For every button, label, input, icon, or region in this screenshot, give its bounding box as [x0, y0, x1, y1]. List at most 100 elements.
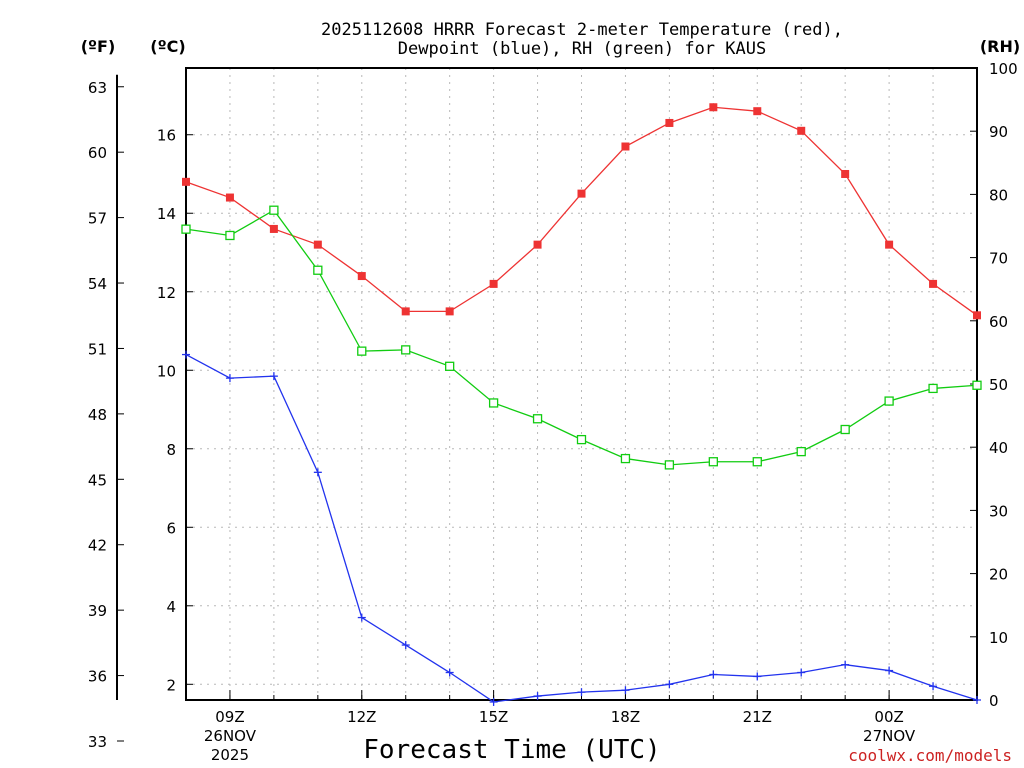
rh-point [576, 434, 587, 445]
rh-point [225, 230, 235, 241]
fahrenheit-tick-label: 36 [88, 668, 107, 686]
dewpoint-point [401, 641, 410, 650]
dewpoint-point [973, 696, 981, 704]
temperature-point [841, 169, 850, 178]
rh-point [620, 453, 631, 464]
x-tick-label: 26NOV [204, 727, 257, 745]
dewpoint-point [929, 682, 938, 691]
rh-point [752, 457, 762, 467]
fahrenheit-tick-label: 57 [88, 210, 107, 228]
dewpoint-point [709, 670, 718, 679]
temperature-point [357, 272, 366, 281]
fahrenheit-tick-label: 60 [88, 144, 107, 162]
dewpoint-point [885, 666, 894, 675]
rh-tick-label: 60 [989, 313, 1008, 331]
temperature-point [489, 279, 498, 288]
rh-tick-label: 30 [989, 502, 1008, 520]
x-tick-label: 00Z [874, 708, 903, 726]
temperature-point [401, 307, 410, 316]
celsius-tick-label: 8 [166, 441, 176, 459]
dewpoint-point [621, 686, 630, 695]
rh-point [181, 224, 191, 234]
rh-point [928, 383, 938, 394]
dewpoint-point [313, 468, 322, 477]
x-tick-label: 09Z [215, 708, 244, 726]
fahrenheit-tick-label: 51 [88, 340, 107, 358]
dewpoint-point [269, 372, 278, 381]
x-tick-label: 18Z [611, 708, 640, 726]
credit-link[interactable]: coolwx.com/models [848, 746, 1012, 765]
rh-tick-label: 100 [989, 60, 1018, 78]
temperature-point [753, 107, 762, 116]
rh-point [313, 265, 323, 275]
celsius-tick-label: 6 [166, 519, 176, 537]
temperature-point [885, 240, 894, 249]
temperature-point [621, 142, 630, 151]
temperature-point [269, 224, 278, 233]
chart-axes [116, 67, 978, 742]
rh-tick-label: 50 [989, 376, 1008, 394]
dewpoint-point [182, 350, 190, 359]
temperature-point [533, 240, 542, 249]
fahrenheit-tick-label: 33 [88, 733, 107, 751]
temperature-point [797, 126, 806, 135]
dewpoint-point [533, 692, 542, 701]
rh-point [445, 361, 455, 371]
temperature-point [709, 103, 718, 112]
temperature-point [182, 177, 190, 186]
celsius-tick-label: 4 [166, 598, 176, 616]
rh-point [840, 424, 850, 435]
x-axis-label: Forecast Time (UTC) [363, 735, 660, 765]
tick-labels: 33 36 39 42 45 48 51 54 57 60 63 2 4 6 8 10 12 14 16 0 10 20 3… [88, 60, 1018, 764]
grid-lines [186, 68, 977, 700]
rh-point [269, 205, 279, 215]
dewpoint-point [797, 668, 806, 677]
rh-point [357, 346, 367, 356]
chart-title-line-1: 2025112608 HRRR Forecast 2-meter Tempera… [321, 20, 843, 40]
dewpoint-point [753, 672, 762, 681]
fahrenheit-tick-label: 54 [88, 275, 107, 293]
rh-tick-label: 10 [989, 629, 1008, 647]
temperature-point [445, 307, 454, 316]
celsius-unit-label: (ºC) [150, 37, 185, 56]
rh-unit-label: (RH) [980, 37, 1020, 56]
x-tick-label: 12Z [347, 708, 376, 726]
dewpoint-point [665, 680, 674, 689]
celsius-tick-label: 14 [157, 205, 176, 223]
series-layer [181, 103, 982, 706]
rh-point [708, 457, 718, 467]
rh-tick-label: 20 [989, 566, 1008, 584]
temperature-point [577, 189, 586, 198]
dewpoint-point [489, 697, 498, 706]
temperature-point [973, 311, 981, 320]
temperature-point [313, 240, 322, 249]
x-tick-label: 27NOV [863, 727, 916, 745]
dewpoint-point [357, 613, 366, 622]
x-tick-label: 15Z [479, 708, 508, 726]
temperature-point [225, 193, 234, 202]
celsius-tick-label: 10 [157, 362, 176, 380]
temperature-point [929, 279, 938, 288]
rh-tick-label: 90 [989, 123, 1008, 141]
dewpoint-point [445, 668, 454, 677]
fahrenheit-tick-label: 39 [88, 602, 107, 620]
fahrenheit-unit-label: (ºF) [81, 37, 116, 56]
rh-tick-label: 70 [989, 250, 1008, 268]
chart-title-line-2: Dewpoint (blue), RH (green) for KAUS [398, 39, 766, 59]
temperature-point [665, 118, 674, 127]
rh-point [796, 446, 806, 457]
fahrenheit-tick-label: 42 [88, 537, 107, 555]
rh-point [532, 414, 543, 424]
fahrenheit-tick-label: 48 [88, 406, 107, 424]
celsius-tick-label: 12 [157, 284, 176, 302]
x-tick-label: 2025 [211, 746, 249, 764]
celsius-tick-label: 16 [157, 127, 176, 145]
fahrenheit-tick-label: 45 [88, 471, 107, 489]
rh-point [488, 398, 499, 408]
dewpoint-point [577, 688, 586, 697]
x-tick-label: 21Z [743, 708, 772, 726]
dewpoint-point [225, 374, 234, 383]
dewpoint-point [841, 660, 850, 669]
rh-tick-label: 40 [989, 439, 1008, 457]
